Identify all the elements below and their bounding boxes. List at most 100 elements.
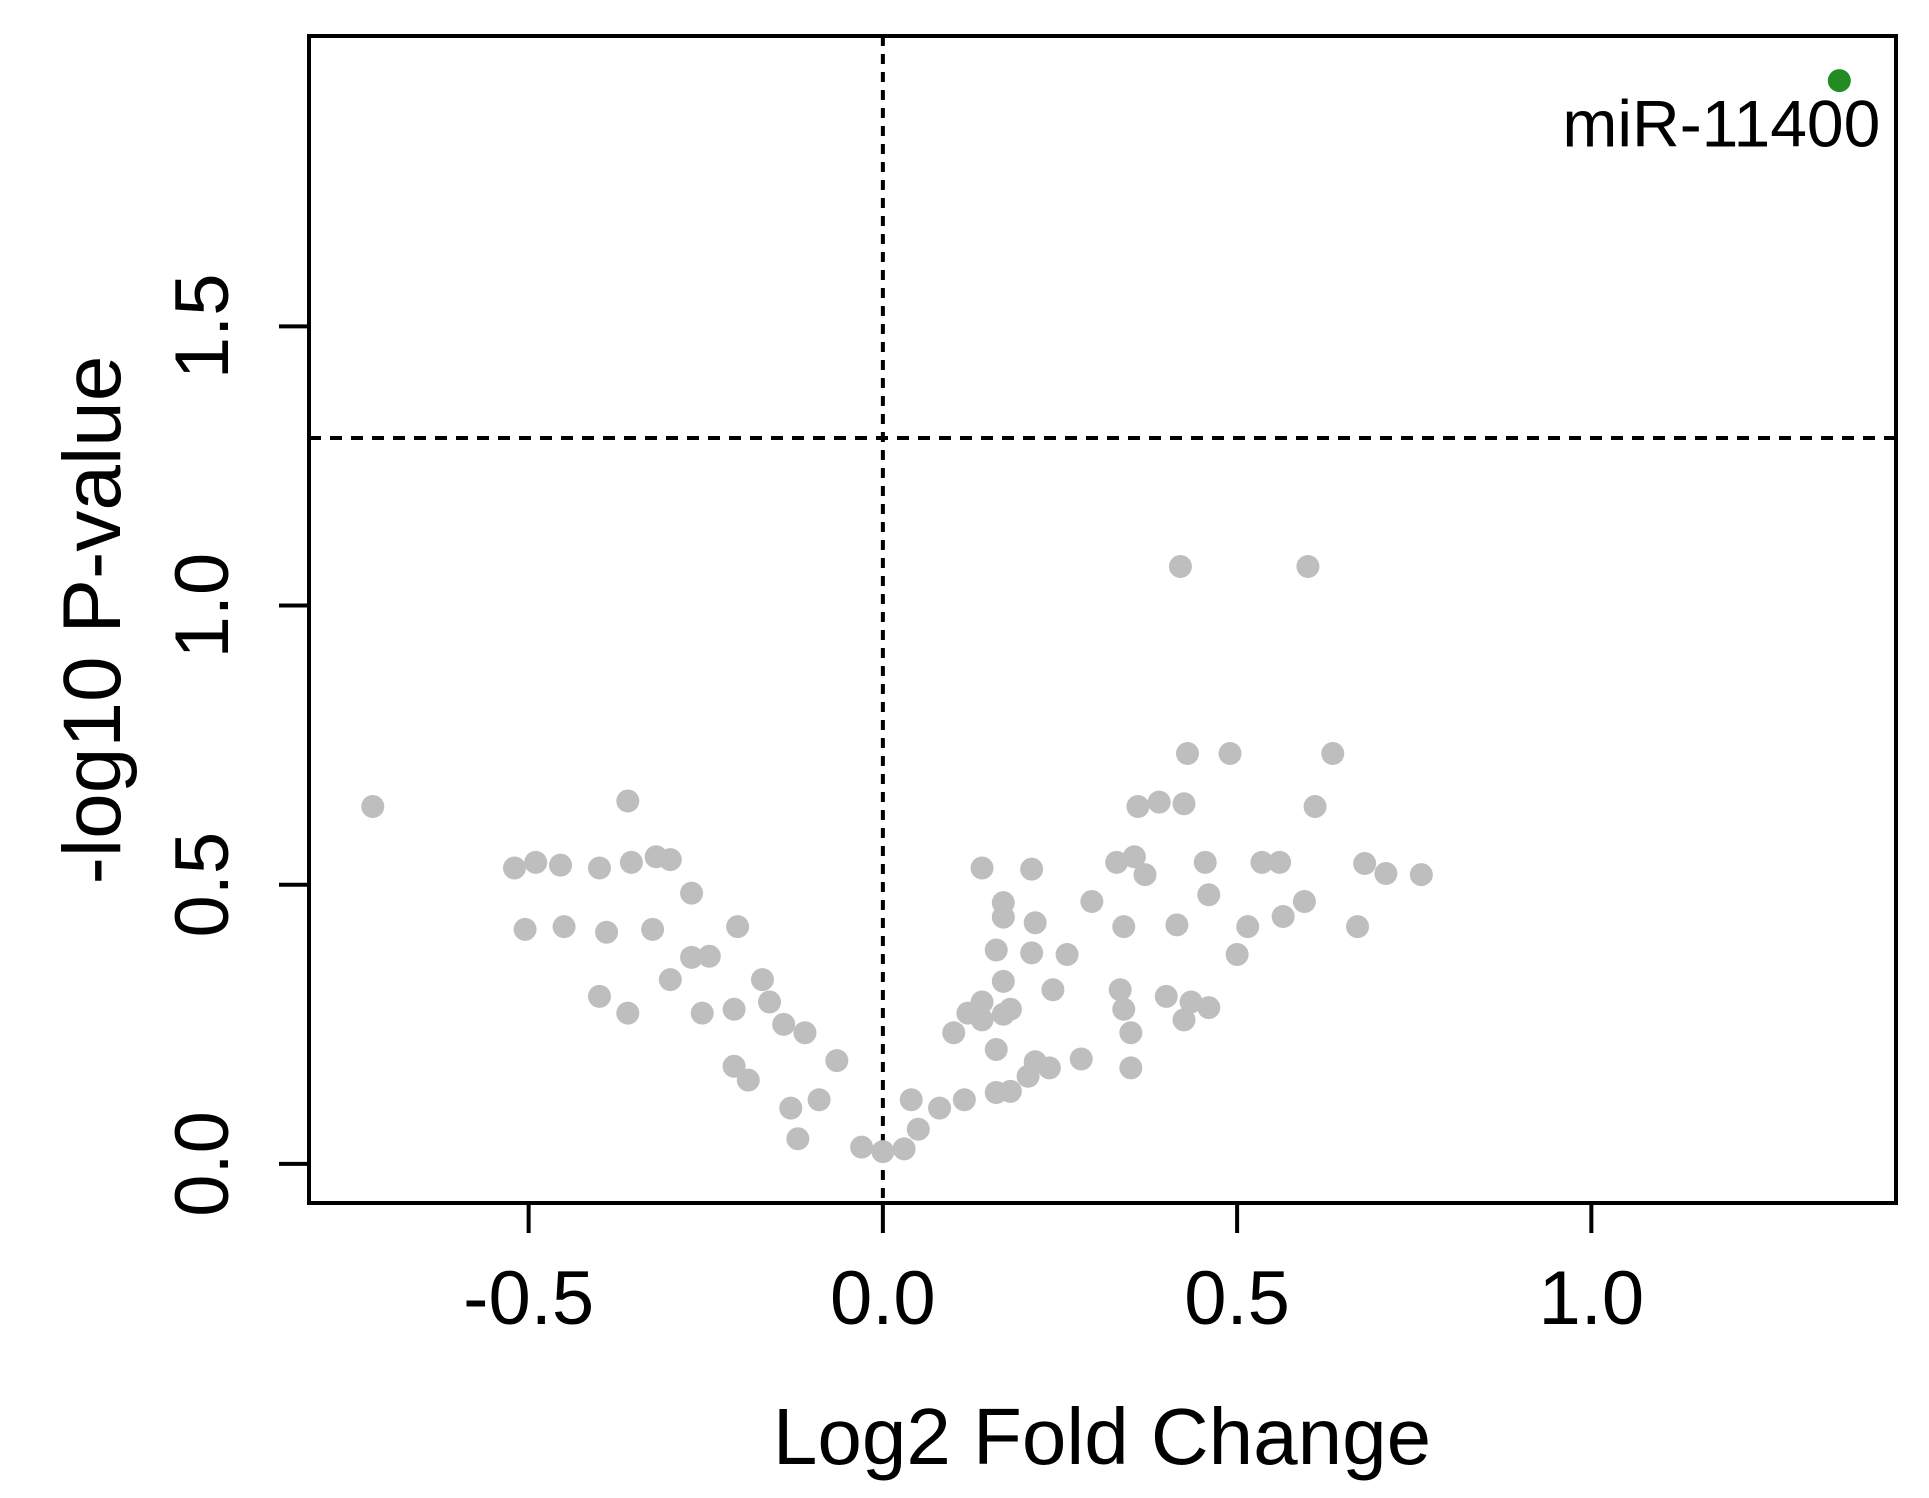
data-point [984,938,1008,962]
data-point [1119,1056,1143,1080]
data-point [658,848,682,872]
data-point [1303,795,1327,819]
data-point [1133,863,1157,887]
data-point [1154,984,1178,1008]
data-point [1168,554,1192,578]
annotation-mir-label: miR-11400 [1562,87,1880,161]
data-point [807,1088,831,1112]
y-tick-label: 1.0 [160,553,245,659]
data-point [697,944,721,968]
data-point [793,1021,817,1045]
data-point [1041,978,1065,1002]
data-point [1037,1056,1061,1080]
data-point [772,1012,796,1036]
data-point [825,1049,849,1073]
data-point [1218,742,1242,766]
data-point [850,1135,874,1159]
data-point [616,789,640,813]
data-point [1193,850,1217,874]
data-point [1292,889,1316,913]
data-point [970,990,994,1014]
data-point [619,850,643,874]
data-point [1112,915,1136,939]
axes-layer: -0.5 0.0 0.5 1.0 0.0 0.5 1.0 1.5 [160,34,1898,1341]
data-point [1296,554,1320,578]
data-point [1023,911,1047,935]
data-point [1409,863,1433,887]
data-point [1197,996,1221,1020]
y-tick-label: 1.5 [160,274,245,380]
data-point [750,968,774,992]
data-point [991,891,1015,915]
data-point [786,1127,810,1151]
data-point [1250,850,1274,874]
data-point [524,850,548,874]
data-point [1147,790,1171,814]
x-tick-label: 0.5 [1184,1256,1290,1341]
data-point [892,1137,916,1161]
data-point [1069,1047,1093,1071]
data-point [998,1079,1022,1103]
data-point [1268,850,1292,874]
data-point [906,1117,930,1141]
data-point [722,997,746,1021]
data-point [1225,943,1249,967]
data-point [690,1001,714,1025]
data-point [1271,905,1295,929]
data-point [1119,1021,1143,1045]
data-point [1321,742,1345,766]
data-point [991,969,1015,993]
data-point [1346,915,1370,939]
data-point [549,853,573,877]
y-axis-title: -log10 P-value [47,356,138,885]
x-tick-label: 0.0 [830,1256,936,1341]
data-point [1055,943,1079,967]
data-point [726,915,750,939]
data-point [587,984,611,1008]
data-point [1374,862,1398,886]
x-axis-title: Log2 Fold Change [773,1392,1431,1481]
data-point [871,1140,895,1164]
y-tick-label: 0.0 [160,1111,245,1217]
data-point [1353,852,1377,876]
data-point [1236,915,1260,939]
data-point [513,917,537,941]
data-point [779,1096,803,1120]
data-point [1020,941,1044,965]
data-point [952,1088,976,1112]
data-point [970,1008,994,1032]
highlighted-data-point [1827,69,1851,93]
threshold-lines-layer [309,36,1896,1203]
data-point [984,1037,1008,1061]
data-point [1126,795,1150,819]
data-point [970,856,994,880]
data-point [722,1054,746,1078]
data-point [1176,742,1200,766]
data-point [616,1001,640,1025]
data-point [998,997,1022,1021]
data-point [1020,857,1044,881]
data-point [899,1088,923,1112]
data-point [942,1021,966,1045]
data-point [1108,978,1132,1002]
data-point [1197,883,1221,907]
data-point [680,945,704,969]
data-point [641,917,665,941]
data-point [361,795,385,819]
data-point [680,881,704,905]
data-point [1080,889,1104,913]
x-tick-label: 1.0 [1539,1256,1645,1341]
data-point [928,1096,952,1120]
data-point [595,920,619,944]
x-tick-label: -0.5 [463,1256,594,1341]
y-tick-label: 0.5 [160,832,245,938]
data-point [1112,997,1136,1021]
data-points-layer [361,69,1851,1164]
data-point [587,856,611,880]
data-point [1165,913,1189,937]
data-point [1179,990,1203,1014]
data-point [736,1068,760,1092]
data-point [758,990,782,1014]
